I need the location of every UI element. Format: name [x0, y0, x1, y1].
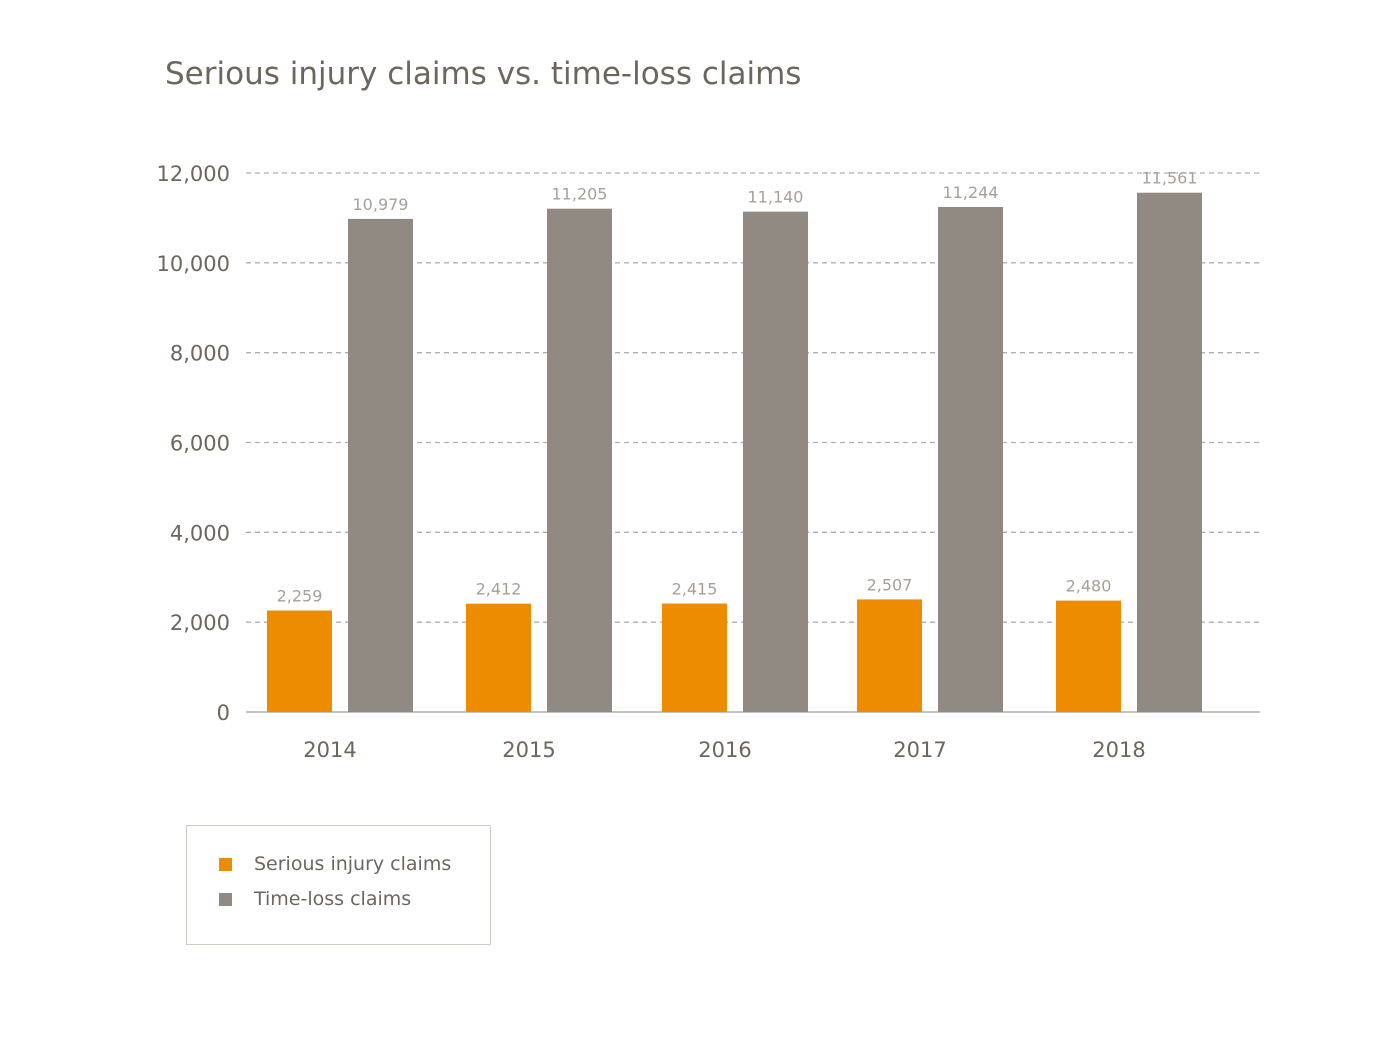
- bar-serious-injury-2017: [857, 599, 922, 712]
- x-category-label-2018: 2018: [1092, 738, 1145, 762]
- data-label-serious-injury-2017: 2,507: [867, 575, 913, 594]
- data-label-time-loss-2017: 11,244: [943, 183, 999, 202]
- bar-serious-injury-2018: [1056, 600, 1121, 712]
- y-tick-label: 12,000: [157, 162, 230, 186]
- data-label-time-loss-2014: 10,979: [353, 195, 409, 214]
- y-tick-label: 6,000: [170, 432, 230, 456]
- bar-time-loss-2014: [348, 218, 413, 712]
- data-labels: 2,259 10,979 2,412 11,205 2,415 11,140 2,507 11…: [277, 169, 1198, 606]
- bar-serious-injury-2014: [267, 610, 332, 712]
- y-tick-label: 8,000: [170, 342, 230, 366]
- bar-serious-injury-2015: [466, 603, 531, 712]
- y-tick-label: 10,000: [157, 252, 230, 276]
- bars: [267, 192, 1202, 713]
- data-label-serious-injury-2014: 2,259: [277, 587, 323, 606]
- x-category-label-2015: 2015: [502, 738, 555, 762]
- legend: Serious injury claims Time-loss claims: [186, 825, 491, 945]
- x-axis-categories: 2014 2015 2016 2017 2018: [303, 738, 1145, 762]
- data-label-serious-injury-2018: 2,480: [1066, 577, 1112, 596]
- chart-title: Serious injury claims vs. time-loss clai…: [165, 56, 802, 92]
- y-axis-ticks: 0 2,000 4,000 6,000 8,000 10,000 12,000: [157, 162, 230, 725]
- legend-item-serious-injury: Serious injury claims: [219, 853, 451, 875]
- x-category-label-2017: 2017: [893, 738, 946, 762]
- y-tick-label: 4,000: [170, 521, 230, 545]
- data-label-time-loss-2015: 11,205: [552, 185, 608, 204]
- bar-time-loss-2015: [547, 208, 612, 713]
- data-label-serious-injury-2015: 2,412: [476, 580, 522, 599]
- x-category-label-2014: 2014: [303, 738, 356, 762]
- bar-chart: 0 2,000 4,000 6,000 8,000 10,000 12,000 2,259 1…: [157, 162, 1262, 762]
- bar-time-loss-2016: [743, 211, 808, 712]
- data-label-serious-injury-2016: 2,415: [672, 580, 718, 599]
- legend-label-time-loss: Time-loss claims: [254, 888, 412, 910]
- data-label-time-loss-2016: 11,140: [748, 188, 804, 207]
- data-label-time-loss-2018: 11,561: [1142, 169, 1198, 188]
- x-category-label-2016: 2016: [698, 738, 751, 762]
- bar-time-loss-2017: [938, 206, 1003, 712]
- legend-swatch-serious-injury: [219, 857, 232, 871]
- legend-swatch-time-loss: [219, 892, 232, 906]
- bar-serious-injury-2016: [662, 603, 727, 712]
- bar-time-loss-2018: [1137, 192, 1202, 713]
- y-tick-label: 0: [217, 701, 230, 725]
- legend-label-serious-injury: Serious injury claims: [254, 853, 452, 875]
- y-tick-label: 2,000: [170, 611, 230, 635]
- legend-item-time-loss: Time-loss claims: [219, 888, 411, 910]
